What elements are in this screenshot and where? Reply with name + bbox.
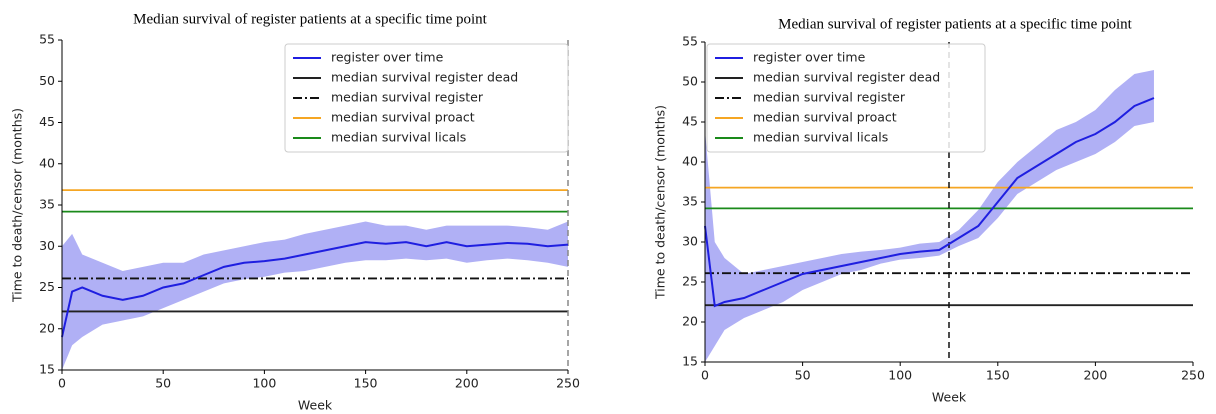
x-axis-label: Week (298, 398, 333, 413)
legend-label: median survival licals (753, 130, 888, 145)
legend-label: register over time (331, 50, 444, 65)
x-tick-label: 250 (1181, 368, 1205, 383)
y-axis-label: Time to death/censor (months) (10, 108, 25, 303)
y-tick-label: 45 (39, 114, 55, 129)
x-tick-label: 200 (1083, 368, 1107, 383)
x-tick-label: 0 (58, 376, 66, 391)
y-tick-label: 35 (39, 197, 55, 212)
y-tick-label: 20 (39, 320, 55, 335)
y-tick-label: 30 (682, 234, 698, 249)
confidence-band (705, 70, 1154, 362)
y-tick-label: 50 (682, 74, 698, 89)
y-tick-label: 20 (682, 314, 698, 329)
legend-label: median survival register (331, 90, 484, 105)
x-tick-label: 50 (795, 368, 811, 383)
x-tick-label: 100 (252, 376, 276, 391)
legend-label: register over time (753, 50, 866, 65)
confidence-band (62, 221, 568, 370)
y-tick-label: 50 (39, 73, 55, 88)
y-tick-label: 55 (39, 32, 55, 47)
y-tick-label: 25 (682, 274, 698, 289)
legend-label: median survival licals (331, 130, 466, 145)
y-tick-label: 40 (39, 155, 55, 170)
legend-label: median survival register dead (331, 70, 518, 85)
y-tick-label: 35 (682, 194, 698, 209)
x-tick-label: 100 (888, 368, 912, 383)
x-tick-label: 50 (155, 376, 171, 391)
legend-label: median survival register (753, 90, 906, 105)
x-tick-label: 250 (556, 376, 580, 391)
x-tick-label: 150 (986, 368, 1010, 383)
y-tick-label: 55 (682, 34, 698, 49)
x-tick-label: 0 (701, 368, 709, 383)
x-tick-label: 200 (455, 376, 479, 391)
chart-title: Median survival of register patients at … (778, 16, 1132, 32)
y-tick-label: 40 (682, 154, 698, 169)
y-tick-label: 25 (39, 279, 55, 294)
y-tick-label: 15 (682, 354, 698, 369)
legend-label: median survival proact (753, 110, 897, 125)
y-axis-label: Time to death/censor (months) (653, 105, 668, 300)
legend-label: median survival register dead (753, 70, 940, 85)
legend-label: median survival proact (331, 110, 475, 125)
x-tick-label: 150 (354, 376, 378, 391)
legend-box (706, 43, 986, 153)
series-line (704, 97, 1155, 308)
legend-box (284, 43, 569, 153)
series-line (61, 241, 569, 338)
x-axis-label: Week (932, 390, 967, 405)
y-tick-label: 15 (39, 362, 55, 377)
y-tick-label: 45 (682, 114, 698, 129)
y-tick-label: 30 (39, 238, 55, 253)
chart-title: Median survival of register patients at … (133, 11, 487, 27)
